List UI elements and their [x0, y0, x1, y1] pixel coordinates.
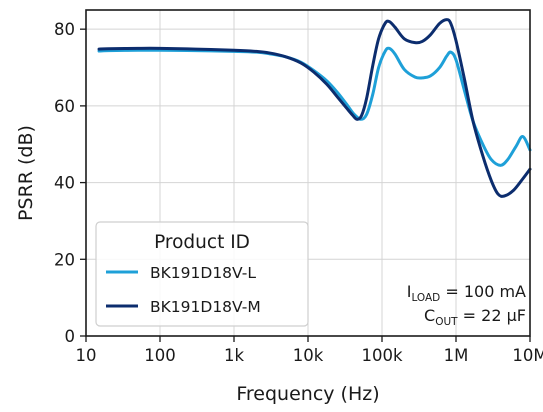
- y-tick-label: 60: [54, 97, 75, 116]
- y-axis-title: PSRR (dB): [15, 125, 37, 221]
- load-current-annotation: ILOAD = 100 mA: [407, 282, 526, 304]
- y-tick-label: 0: [65, 327, 76, 346]
- y-tick-label: 20: [54, 250, 75, 269]
- series-lines: [97, 18, 532, 198]
- y-tick-label: 80: [54, 20, 75, 39]
- load-current-symbol: I: [407, 282, 412, 301]
- legend-title: Product ID: [154, 232, 250, 253]
- x-tick-label: 1M: [444, 346, 469, 365]
- series-line-l: [97, 46, 532, 167]
- output-capacitance-symbol: C: [424, 306, 435, 325]
- x-tick-label: 10M: [512, 346, 543, 365]
- x-tick-label: 10: [76, 346, 97, 365]
- load-current-value: = 100 mA: [440, 282, 526, 301]
- legend-label-m: BK191D18V-M: [150, 298, 261, 316]
- load-current-subscript: LOAD: [411, 292, 440, 304]
- legend-box: [95, 221, 309, 327]
- legend: Product ID BK191D18V-L BK191D18V-M: [95, 221, 309, 327]
- x-tick-label: 100k: [361, 346, 402, 365]
- x-tick-label: 100: [144, 346, 176, 365]
- axis-ticks: 10 100 1k 10k 100k 1M 10M 0 20 40 60 80: [54, 20, 543, 365]
- legend-label-l: BK191D18V-L: [150, 264, 256, 282]
- y-tick-label: 40: [54, 174, 75, 193]
- x-tick-label: 1k: [224, 346, 244, 365]
- x-axis-title: Frequency (Hz): [236, 383, 379, 405]
- output-capacitance-subscript: OUT: [435, 316, 458, 328]
- series-line-m: [97, 18, 532, 198]
- output-capacitance-annotation: COUT = 22 µF: [424, 306, 526, 328]
- output-capacitance-value: = 22 µF: [458, 306, 526, 325]
- x-tick-label: 10k: [293, 346, 324, 365]
